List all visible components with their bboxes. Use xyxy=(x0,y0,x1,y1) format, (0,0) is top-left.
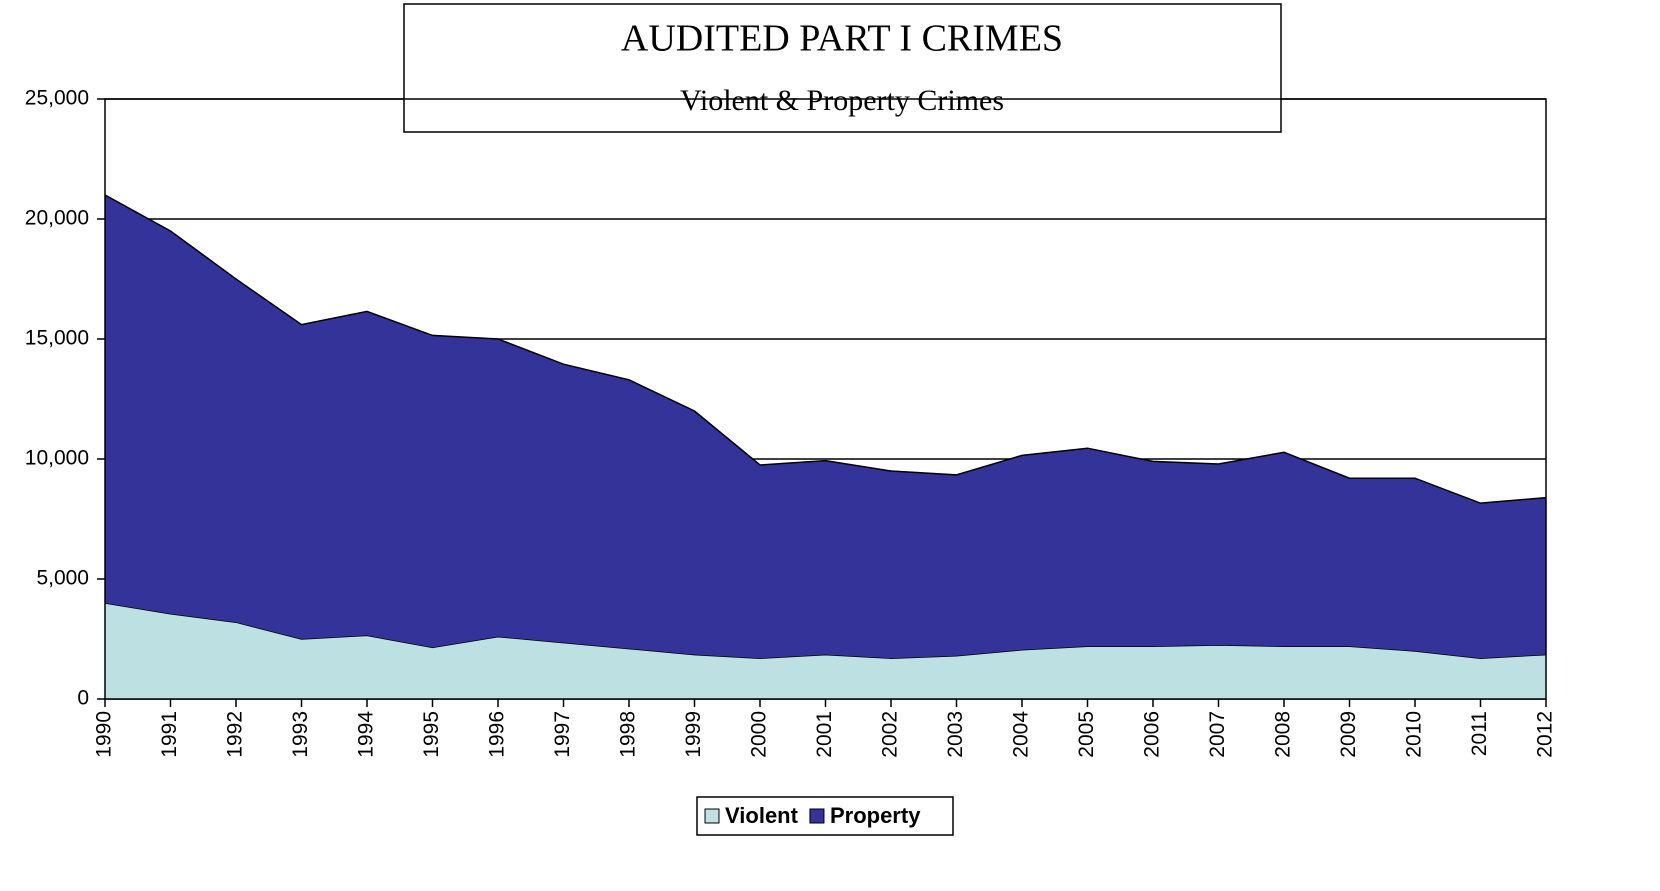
legend-swatch xyxy=(704,808,720,824)
x-tick-label: 2009 xyxy=(1337,711,1360,758)
x-tick-label: 2010 xyxy=(1403,711,1426,758)
x-tick-label: 1998 xyxy=(617,711,640,758)
x-tick-label: 1993 xyxy=(289,711,312,758)
y-tick-label: 15,000 xyxy=(25,327,89,350)
x-tick-label: 2007 xyxy=(1206,711,1229,758)
legend-label: Property xyxy=(830,803,921,828)
x-tick-label: 2012 xyxy=(1534,711,1557,758)
x-tick-label: 2003 xyxy=(944,711,967,758)
x-tick-label: 2011 xyxy=(1468,711,1491,756)
legend xyxy=(696,796,954,836)
legend-label: Violent xyxy=(725,803,799,828)
chart-title: AUDITED PART I CRIMES xyxy=(621,18,1063,60)
chart-subtitle: Violent & Property Crimes xyxy=(680,84,1004,117)
x-tick-label: 1999 xyxy=(682,711,705,758)
y-tick-label: 25,000 xyxy=(25,87,89,110)
y-tick-label: 5,000 xyxy=(36,567,89,590)
y-tick-label: 0 xyxy=(77,687,89,710)
y-tick-label: 10,000 xyxy=(25,447,89,470)
x-tick-label: 1992 xyxy=(224,711,247,758)
x-tick-label: 1991 xyxy=(158,711,181,758)
area xyxy=(105,603,1546,699)
x-tick-label: 2002 xyxy=(879,711,902,758)
x-tick-label: 1996 xyxy=(486,711,509,758)
x-tick-label: 2006 xyxy=(1141,711,1164,758)
x-tick-label: 2008 xyxy=(1272,711,1295,758)
x-tick-label: 1997 xyxy=(551,711,574,758)
area xyxy=(105,195,1546,659)
legend-swatch xyxy=(809,808,825,824)
x-tick-label: 1995 xyxy=(420,711,443,758)
x-tick-label: 1990 xyxy=(93,711,116,758)
x-tick-label: 1994 xyxy=(355,711,378,758)
x-tick-label: 2005 xyxy=(1075,711,1098,758)
area-edge xyxy=(104,194,1547,504)
title-box xyxy=(403,3,1282,133)
x-tick-label: 2004 xyxy=(1010,711,1033,758)
x-tick-label: 2001 xyxy=(813,711,836,758)
plot xyxy=(104,98,1547,700)
x-tick-label: 2000 xyxy=(748,711,771,758)
y-tick-label: 20,000 xyxy=(25,207,89,230)
